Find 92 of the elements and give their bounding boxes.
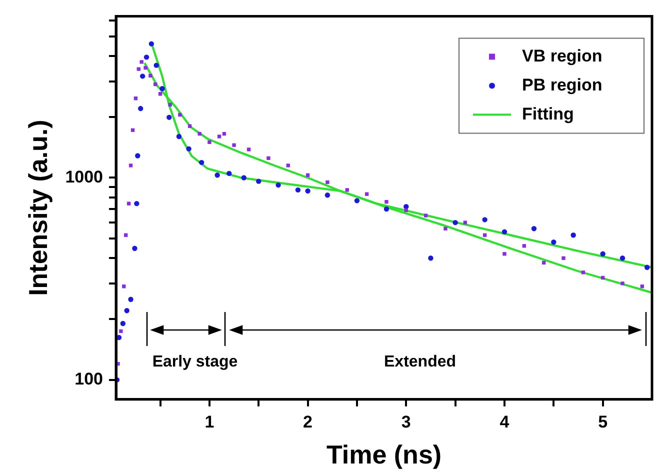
x-tick-label: 1	[204, 412, 214, 432]
point	[364, 192, 369, 196]
point	[424, 214, 428, 218]
point	[126, 202, 131, 206]
point	[620, 282, 624, 286]
x-tick-label: 2	[303, 412, 313, 432]
point	[120, 320, 126, 326]
point	[345, 188, 349, 192]
point	[452, 220, 458, 226]
annotation: Early stage	[152, 353, 238, 370]
point	[148, 74, 152, 78]
legend-label: Fitting	[522, 104, 574, 124]
point	[241, 175, 246, 180]
point	[168, 102, 172, 106]
point	[551, 240, 556, 245]
point	[531, 226, 537, 232]
point	[134, 200, 140, 206]
point	[600, 251, 606, 256]
point	[324, 192, 330, 198]
point	[148, 41, 154, 46]
annotation: Extended	[384, 353, 456, 370]
legend-label: VB region	[522, 46, 602, 66]
point	[542, 260, 546, 264]
point	[222, 132, 226, 136]
point	[154, 62, 159, 68]
point	[160, 86, 165, 92]
point	[154, 82, 158, 86]
point	[186, 146, 192, 152]
point	[295, 187, 301, 193]
x-tick-label: 5	[598, 412, 608, 432]
point	[522, 244, 526, 248]
point	[482, 217, 488, 222]
point	[134, 96, 138, 100]
point	[122, 284, 126, 288]
point	[482, 233, 487, 237]
point	[256, 178, 262, 184]
point	[620, 256, 626, 261]
point	[119, 329, 123, 334]
point	[136, 67, 140, 71]
point	[128, 164, 133, 168]
point	[158, 92, 162, 96]
point	[404, 208, 408, 212]
x-tick-label: 4	[500, 412, 510, 432]
point	[135, 153, 140, 158]
x-axis-title: Time (ns)	[326, 440, 442, 470]
point	[428, 256, 434, 261]
point	[286, 164, 290, 168]
point	[188, 124, 192, 128]
point	[306, 173, 310, 177]
point	[305, 188, 310, 194]
point	[140, 74, 146, 79]
y-tick-label: 1000	[65, 167, 104, 186]
x-tick-label: 3	[401, 412, 411, 432]
point	[644, 264, 650, 270]
point	[144, 54, 150, 60]
point	[354, 198, 360, 204]
point	[276, 182, 281, 188]
point	[463, 220, 467, 224]
point	[326, 180, 330, 184]
y-tick-label: 100	[74, 370, 104, 389]
point	[140, 60, 144, 64]
point	[384, 206, 390, 212]
point	[176, 134, 182, 140]
point	[570, 232, 576, 238]
point	[166, 114, 172, 120]
legend-label: PB region	[522, 75, 602, 94]
point	[128, 296, 134, 302]
point	[444, 226, 448, 230]
point	[124, 308, 130, 314]
point	[246, 148, 251, 152]
point	[226, 170, 232, 176]
point	[198, 160, 204, 166]
point	[198, 132, 202, 136]
point	[640, 284, 644, 288]
y-axis-title: Intensity (a.u.)	[22, 120, 53, 296]
point	[562, 256, 566, 260]
point	[217, 134, 222, 138]
point	[144, 66, 148, 70]
point	[214, 172, 220, 178]
point	[132, 246, 138, 251]
point	[502, 252, 506, 256]
point	[232, 143, 236, 147]
point	[208, 140, 212, 144]
point	[600, 276, 605, 280]
point	[124, 233, 128, 237]
point	[178, 112, 182, 117]
point	[502, 229, 508, 234]
point	[581, 270, 585, 274]
point	[384, 200, 388, 204]
point	[266, 156, 270, 160]
point	[130, 128, 135, 132]
point	[138, 106, 144, 112]
